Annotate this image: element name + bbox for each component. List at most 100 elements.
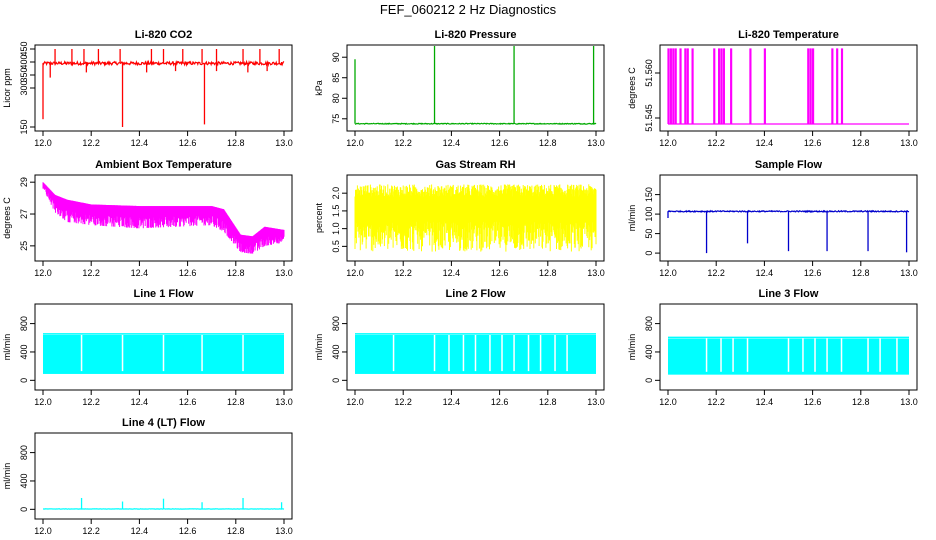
y-axis-label: degrees C [2, 197, 12, 239]
y-tick-label: 800 [19, 445, 29, 460]
data-layer [668, 336, 909, 375]
x-tick-label: 12.8 [227, 397, 245, 407]
pulse [809, 48, 812, 124]
x-tick-label: 13.0 [275, 397, 293, 407]
y-axis-label: ml/min [314, 334, 324, 361]
x-tick-label: 12.0 [346, 268, 364, 278]
x-tick-label: 12.2 [82, 397, 100, 407]
pulse [763, 48, 766, 124]
chart-panel-7: Line 1 Flow ml/min 12.0 12.2 12.4 12.6 12.8 13.… [2, 288, 293, 407]
y-tick-label: 2.0 [331, 187, 341, 200]
x-tick-label: 13.0 [900, 138, 918, 148]
x-tick-label: 12.6 [804, 397, 822, 407]
y-axis-label: Licor ppm [2, 68, 12, 108]
x-tick-label: 12.0 [659, 268, 677, 278]
pulse [713, 48, 716, 124]
chart-panel-6: Sample Flow ml/min 12.0 12.2 12.4 12.6 12.8 13.… [627, 159, 918, 278]
x-tick-label: 12.4 [443, 397, 461, 407]
data-layer [43, 333, 284, 374]
x-tick-label: 12.8 [852, 397, 870, 407]
x-tick-label: 13.0 [275, 268, 293, 278]
y-tick-label: 800 [19, 316, 29, 331]
y-tick-label: 0 [19, 378, 29, 383]
plot-frame [34, 303, 293, 391]
plot-frame [659, 44, 918, 132]
x-tick-label: 12.6 [179, 138, 197, 148]
x-tick-label: 12.2 [82, 526, 100, 536]
pulse [686, 48, 689, 124]
plot-frame [659, 174, 918, 262]
y-tick-label: 1.0 [331, 222, 341, 235]
data-layer [43, 497, 285, 510]
x-tick-label: 13.0 [275, 526, 293, 536]
series-line [354, 122, 597, 126]
y-tick-label: 1.5 [331, 205, 341, 218]
x-tick-label: 12.0 [659, 397, 677, 407]
x-tick-label: 12.0 [34, 526, 52, 536]
x-tick-label: 12.6 [491, 138, 509, 148]
chart-title: Line 3 Flow [759, 288, 819, 300]
data-layer [354, 46, 597, 126]
x-tick-label: 12.6 [804, 268, 822, 278]
y-axis-label: ml/min [627, 205, 637, 232]
data-layer [42, 182, 285, 254]
x-tick-label: 12.0 [34, 268, 52, 278]
x-tick-label: 12.0 [34, 397, 52, 407]
chart-panel-8: Line 2 Flow ml/min 12.0 12.2 12.4 12.6 12.8 13.… [314, 288, 605, 407]
chart-panel-9: Line 3 Flow ml/min 12.0 12.2 12.4 12.6 12.8 13.… [627, 288, 918, 407]
data-layer [667, 48, 909, 125]
x-tick-label: 13.0 [900, 268, 918, 278]
y-tick-label: 800 [331, 316, 341, 331]
x-tick-label: 12.0 [346, 138, 364, 148]
x-tick-label: 12.0 [34, 138, 52, 148]
pulse [674, 48, 677, 124]
pulse [836, 48, 839, 124]
y-tick-label: 400 [19, 473, 29, 488]
x-tick-label: 12.4 [756, 397, 774, 407]
x-tick-label: 12.4 [443, 138, 461, 148]
x-tick-label: 13.0 [587, 268, 605, 278]
x-tick-label: 13.0 [900, 397, 918, 407]
plot-frame [346, 174, 605, 262]
pulse [691, 48, 694, 124]
pulse [684, 48, 687, 124]
y-tick-label: 350 [19, 67, 29, 82]
y-tick-label: 800 [644, 316, 654, 331]
y-axis-label: ml/min [2, 334, 12, 361]
x-tick-label: 12.6 [179, 397, 197, 407]
y-tick-label: 0 [331, 378, 341, 383]
x-tick-label: 12.8 [539, 138, 557, 148]
pulse [718, 48, 721, 124]
y-tick-label: 150 [644, 187, 654, 202]
chart-title: Line 4 (LT) Flow [122, 417, 205, 429]
x-tick-label: 12.2 [707, 397, 725, 407]
plot-frame [34, 432, 293, 520]
chart-panel-5: Gas Stream RH percent 12.0 12.2 12.4 12.6 12.8… [314, 159, 605, 278]
pulse [812, 48, 815, 124]
page-title: FEF_060212 2 Hz Diagnostics [379, 2, 557, 17]
y-tick-label: 29 [19, 177, 29, 187]
x-tick-label: 12.6 [179, 526, 197, 536]
x-tick-label: 12.2 [394, 268, 412, 278]
pulse [749, 48, 752, 124]
y-tick-label: 75 [331, 114, 341, 124]
pulse [730, 48, 733, 124]
x-tick-label: 12.0 [659, 138, 677, 148]
x-tick-label: 12.8 [852, 268, 870, 278]
y-tick-label: 80 [331, 93, 341, 103]
x-tick-label: 12.2 [82, 268, 100, 278]
pulse [840, 48, 844, 124]
y-tick-label: 400 [19, 344, 29, 359]
y-tick-label: 0.5 [331, 240, 341, 253]
x-tick-label: 12.2 [707, 138, 725, 148]
data-layer [42, 49, 285, 127]
chart-title: Li-820 CO2 [135, 29, 192, 41]
y-tick-label: 400 [331, 344, 341, 359]
x-tick-label: 12.4 [131, 268, 149, 278]
y-axis-label: ml/min [2, 463, 12, 490]
chart-panel-1: Li-820 CO2 Licor ppm 12.0 12.2 12.4 12.6 12.8 1… [2, 29, 293, 148]
plot-frame [659, 303, 918, 391]
x-tick-label: 12.4 [443, 268, 461, 278]
pulse [669, 48, 672, 124]
pulse [667, 48, 670, 124]
